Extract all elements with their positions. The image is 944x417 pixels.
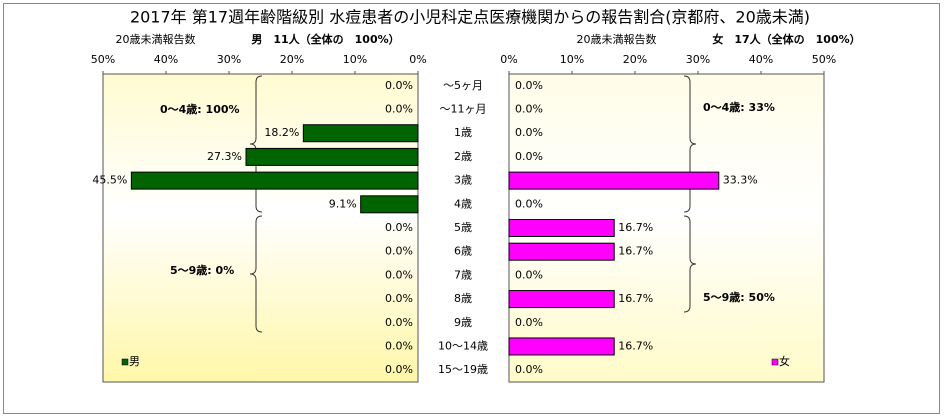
x-tick-label: 10% — [343, 53, 367, 66]
category-label: 10～14歳 — [438, 339, 488, 352]
value-label: 0.0% — [515, 363, 543, 376]
category-label: 15～19歳 — [438, 363, 488, 376]
bar — [508, 171, 720, 190]
value-label: 16.7% — [618, 292, 653, 305]
value-label: 9.1% — [329, 197, 357, 210]
annotation: 5～9歳: 50% — [703, 290, 775, 304]
bar — [245, 147, 419, 166]
value-label: 16.7% — [618, 245, 653, 258]
x-tick-label: 20% — [280, 53, 304, 66]
bar — [508, 242, 615, 261]
frame — [3, 3, 940, 414]
x-tick-label: 40% — [154, 53, 178, 66]
value-label: 0.0% — [515, 79, 543, 92]
x-tick-label: 50% — [812, 53, 836, 66]
bar — [360, 195, 419, 214]
bar — [508, 290, 615, 309]
annotation: 0～4歳: 100% — [160, 102, 240, 116]
category-label: 5歳 — [454, 221, 472, 234]
annotation: 0～4歳: 33% — [703, 100, 775, 114]
value-label: 0.0% — [385, 103, 413, 116]
value-label: 16.7% — [618, 221, 653, 234]
value-label: 0.0% — [385, 363, 413, 376]
x-tick-label: 30% — [686, 53, 710, 66]
brace — [249, 75, 263, 213]
value-label: 33.3% — [723, 174, 758, 187]
value-label: 18.2% — [264, 126, 299, 139]
value-label: 0.0% — [515, 150, 543, 163]
x-tick-label: 0% — [409, 53, 426, 66]
category-label: 7歳 — [454, 268, 472, 281]
value-label: 16.7% — [618, 339, 653, 352]
brace — [683, 215, 697, 313]
x-tick-label: 50% — [91, 53, 115, 66]
category-label: ～11ヶ月 — [440, 103, 487, 116]
value-label: 0.0% — [385, 339, 413, 352]
value-label: 45.5% — [92, 174, 127, 187]
legend-swatch — [121, 358, 129, 366]
value-label: 0.0% — [515, 197, 543, 210]
bar — [302, 124, 419, 143]
x-tick-label: 30% — [217, 53, 241, 66]
bar — [130, 171, 419, 190]
value-label: 0.0% — [385, 268, 413, 281]
plot-area-left — [102, 73, 419, 383]
value-label: 0.0% — [385, 245, 413, 258]
x-tick-label: 20% — [623, 53, 647, 66]
category-label: ～5ヶ月 — [443, 79, 483, 92]
x-tick-label: 0% — [500, 53, 517, 66]
category-label: 9歳 — [454, 316, 472, 329]
axis-label: 20歳未満報告数 — [116, 33, 196, 46]
x-tick-label: 40% — [749, 53, 773, 66]
axis-label: 20歳未満報告数 — [577, 33, 657, 46]
panel-header: 女 17人（全体の 100%） — [712, 32, 860, 46]
chart-title: 2017年 第17週年齢階級別 水痘患者の小児科定点医療機関からの報告割合(京都… — [130, 8, 810, 27]
legend-label: 女 — [779, 354, 790, 368]
brace — [249, 215, 263, 333]
value-label: 0.0% — [385, 292, 413, 305]
category-label: 2歳 — [454, 150, 472, 163]
value-label: 0.0% — [385, 221, 413, 234]
value-label: 0.0% — [385, 316, 413, 329]
value-label: 0.0% — [515, 126, 543, 139]
value-label: 0.0% — [515, 103, 543, 116]
brace — [683, 75, 697, 213]
panel-header: 男 11人（全体の 100%） — [251, 32, 399, 46]
category-label: 8歳 — [454, 292, 472, 305]
value-label: 0.0% — [385, 79, 413, 92]
category-label: 1歳 — [454, 126, 472, 139]
legend-label: 男 — [129, 355, 140, 368]
annotation: 5～9歳: 0% — [170, 263, 234, 277]
bar — [508, 337, 615, 356]
x-tick-label: 10% — [560, 53, 584, 66]
bar — [508, 219, 615, 237]
value-label: 0.0% — [515, 268, 543, 281]
value-label: 0.0% — [515, 316, 543, 329]
category-label: 6歳 — [454, 245, 472, 258]
value-label: 27.3% — [207, 150, 242, 163]
category-label: 4歳 — [454, 197, 472, 210]
legend-swatch — [771, 358, 779, 366]
category-label: 3歳 — [454, 174, 472, 187]
